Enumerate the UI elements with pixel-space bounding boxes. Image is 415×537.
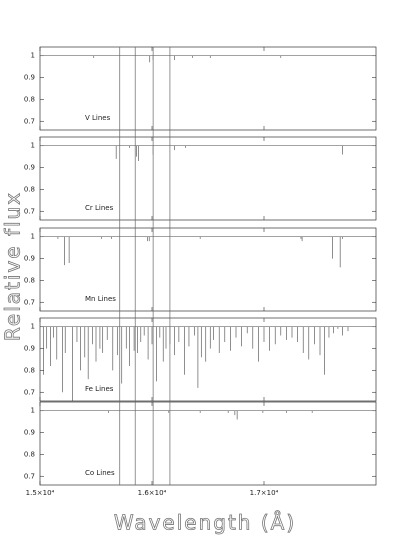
- y-tick-label: 0.9: [24, 429, 35, 437]
- y-tick-label: 0.7: [24, 472, 35, 480]
- y-tick-label: 1: [31, 323, 35, 331]
- panel-label: Fe Lines: [85, 385, 114, 393]
- y-tick-label: 0.9: [24, 345, 35, 353]
- y-tick-label: 1: [31, 233, 35, 241]
- y-tick-label: 0.8: [24, 95, 35, 103]
- x-tick-label: 1.6×10⁴: [138, 489, 167, 497]
- x-axis-label: Wavelength (Å): [114, 511, 296, 535]
- y-tick-label: 1: [31, 52, 35, 60]
- y-tick-label: 0.8: [24, 276, 35, 284]
- y-tick-label: 0.8: [24, 366, 35, 374]
- y-tick-label: 0.7: [24, 207, 35, 215]
- y-tick-label: 1: [31, 407, 35, 415]
- y-tick-label: 0.9: [24, 74, 35, 82]
- y-axis-label: Relative flux: [1, 191, 25, 341]
- panel-frame: [39, 227, 377, 312]
- x-tick-label: 1.7×10⁴: [250, 489, 279, 497]
- panel-frame: [39, 46, 377, 131]
- y-tick-label: 1: [31, 142, 35, 150]
- panel-label: V Lines: [85, 114, 111, 122]
- y-tick-label: 0.9: [24, 255, 35, 263]
- y-tick-label: 0.7: [24, 388, 35, 396]
- panel-label: Cr Lines: [85, 204, 114, 212]
- panel-label: Mn Lines: [85, 295, 116, 303]
- x-tick-label: 1.5×10⁴: [26, 489, 55, 497]
- y-tick-label: 0.7: [24, 117, 35, 125]
- panel-label: Co Lines: [85, 469, 115, 477]
- y-tick-label: 0.9: [24, 164, 35, 172]
- y-tick-label: 0.8: [24, 185, 35, 193]
- panel-frame: [39, 317, 377, 402]
- panel-frame: [39, 401, 377, 486]
- panel-frame: [39, 136, 377, 221]
- y-tick-label: 0.7: [24, 298, 35, 306]
- y-tick-label: 0.8: [24, 450, 35, 458]
